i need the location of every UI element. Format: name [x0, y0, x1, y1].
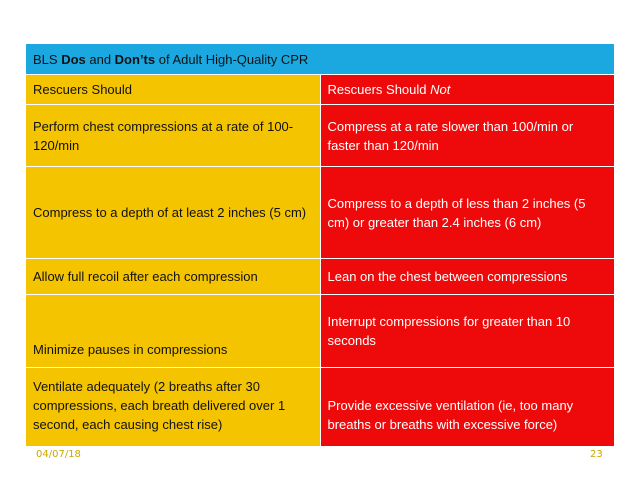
- table-row: Ventilate adequately (2 breaths after 30…: [26, 367, 614, 446]
- table-row: Perform chest compressions at a rate of …: [26, 104, 614, 167]
- should-cell: Minimize pauses in compressions: [26, 294, 320, 368]
- table-row: Allow full recoil after each compression…: [26, 258, 614, 295]
- should-not-cell: Provide excessive ventilation (ie, too m…: [319, 367, 614, 446]
- cpr-table: BLS Dos and Don’ts of Adult High-Quality…: [26, 44, 614, 446]
- should-not-cell: Interrupt compressions for greater than …: [319, 294, 614, 368]
- table-title-row: BLS Dos and Don’ts of Adult High-Quality…: [26, 44, 614, 75]
- table-title: BLS Dos and Don’ts of Adult High-Quality…: [26, 44, 614, 75]
- should-cell: Ventilate adequately (2 breaths after 30…: [26, 367, 320, 446]
- should-not-cell: Compress to a depth of less than 2 inche…: [319, 166, 614, 259]
- should-cell: Allow full recoil after each compression: [26, 258, 320, 295]
- should-cell: Compress to a depth of at least 2 inches…: [26, 166, 320, 259]
- should-not-cell: Lean on the chest between compressions: [319, 258, 614, 295]
- table-row: Minimize pauses in compressions Interrup…: [26, 294, 614, 368]
- table-header-row: Rescuers Should Rescuers Should Not: [26, 74, 614, 105]
- should-not-cell: Compress at a rate slower than 100/min o…: [319, 104, 614, 167]
- table-row: Compress to a depth of at least 2 inches…: [26, 166, 614, 259]
- page-number: 23: [590, 449, 603, 460]
- header-should-not: Rescuers Should Not: [319, 74, 614, 105]
- header-should: Rescuers Should: [26, 74, 320, 105]
- should-cell: Perform chest compressions at a rate of …: [26, 104, 320, 167]
- footer-date: 04/07/18: [36, 449, 81, 460]
